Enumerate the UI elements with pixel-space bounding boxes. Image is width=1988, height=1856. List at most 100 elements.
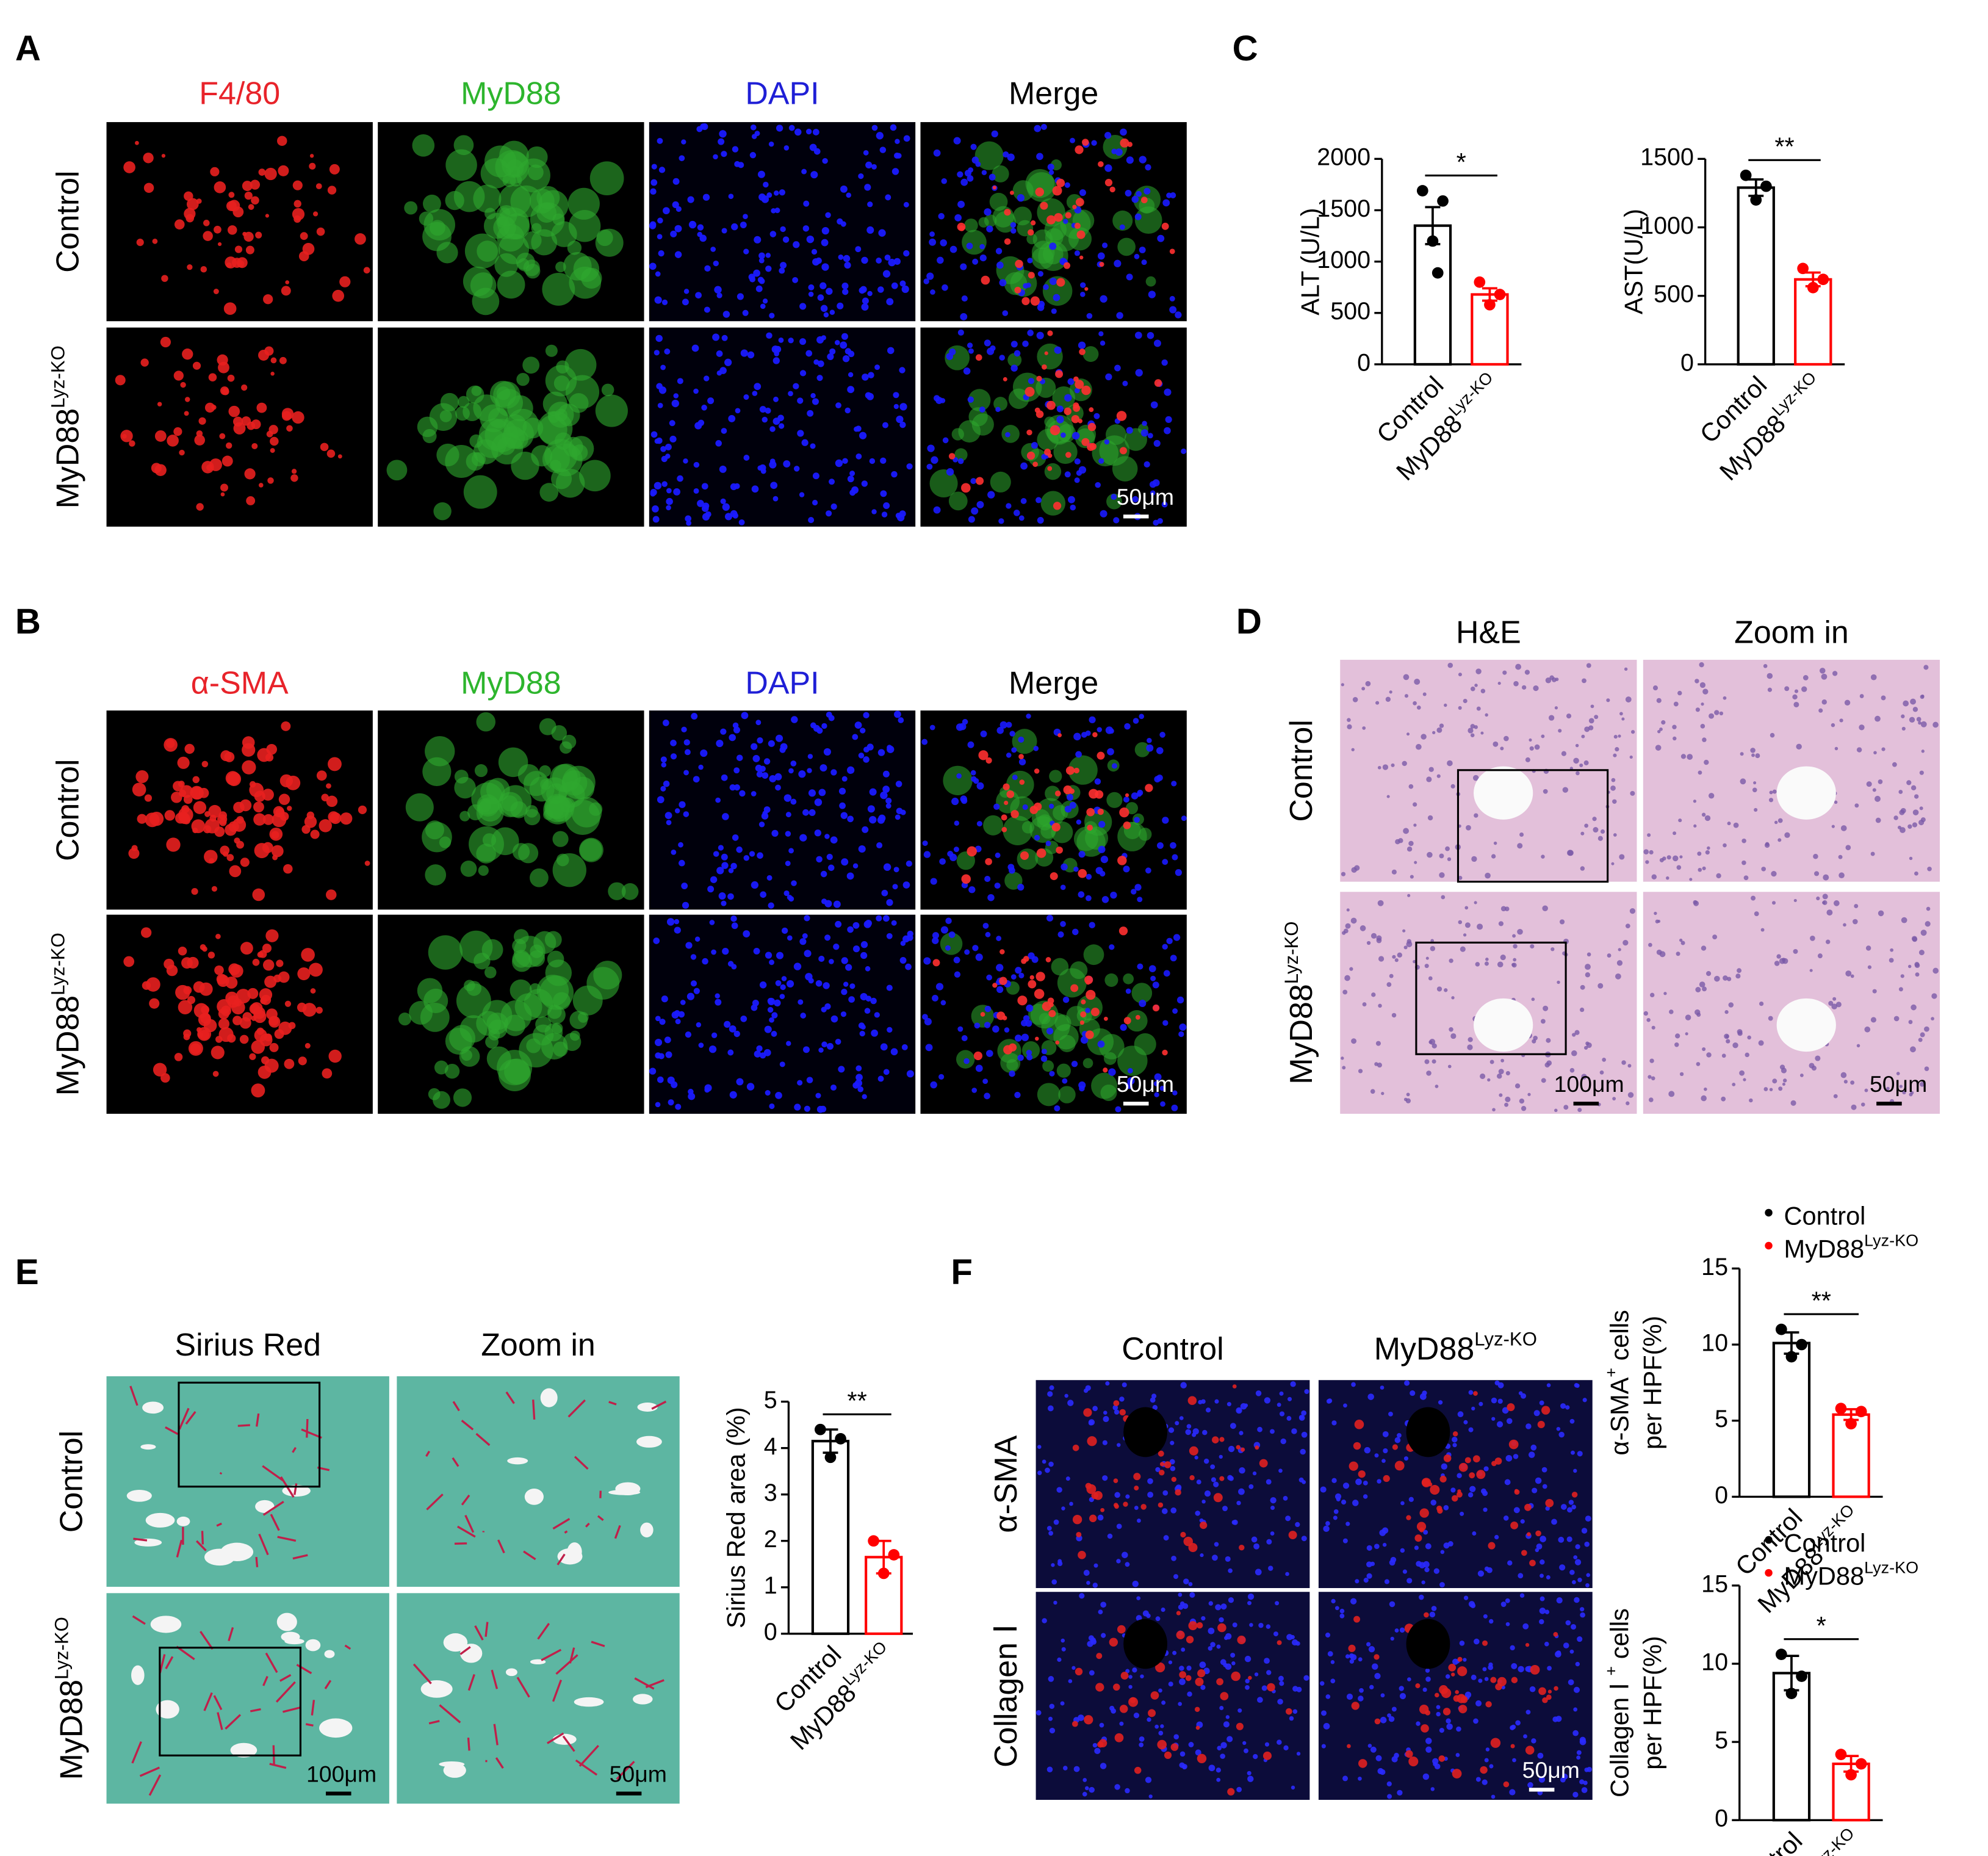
texture-dot	[1672, 855, 1679, 862]
texture-fiber	[176, 1539, 183, 1558]
texture-blob	[1458, 1462, 1468, 1472]
texture-blob	[220, 492, 225, 497]
texture-dot	[1427, 851, 1433, 858]
texture-blob	[455, 406, 470, 421]
texture-dot	[1402, 929, 1406, 933]
texture-fiber	[279, 1674, 292, 1682]
texture-dot	[1134, 331, 1142, 339]
texture-dot	[844, 262, 851, 269]
texture-blob	[278, 971, 290, 983]
texture-blob	[974, 141, 1004, 170]
texture-blob	[236, 840, 244, 849]
texture-dot	[1242, 1741, 1247, 1746]
texture-blob	[131, 845, 138, 851]
texture-dot	[747, 351, 755, 359]
texture-dot	[1919, 806, 1923, 811]
texture-dot	[1347, 718, 1351, 722]
texture-blob	[975, 354, 982, 361]
texture-dot	[1014, 1091, 1021, 1099]
texture-blob	[262, 842, 273, 853]
texture-dot	[1655, 919, 1659, 923]
texture-dot	[1386, 982, 1392, 988]
texture-blob	[962, 229, 987, 255]
texture-dot	[766, 332, 773, 339]
texture-dot	[738, 519, 745, 525]
texture-dot	[1071, 432, 1080, 440]
texture-dot	[1153, 439, 1161, 447]
texture-dot	[1148, 1794, 1153, 1799]
texture-dot	[815, 980, 823, 987]
zoom-box	[159, 1647, 301, 1757]
texture-dot	[783, 890, 790, 897]
texture-dot	[1211, 1477, 1217, 1482]
texture-blob	[1195, 1725, 1200, 1730]
texture-blob	[154, 464, 167, 476]
texture-blob	[1154, 379, 1162, 387]
texture-dot	[1394, 1752, 1399, 1758]
texture-dot	[1049, 1727, 1056, 1734]
texture-blob	[209, 458, 222, 471]
texture-dot	[700, 749, 708, 757]
texture-blob	[184, 397, 190, 402]
texture-blob	[1018, 754, 1024, 759]
texture-dot	[1141, 259, 1147, 265]
texture-dot	[1668, 1091, 1675, 1097]
texture-dot	[996, 936, 1002, 941]
texture-blob	[1383, 1475, 1390, 1482]
texture-dot	[1541, 1078, 1546, 1083]
texture-dot	[1580, 1607, 1585, 1612]
texture-blob	[266, 1008, 278, 1020]
texture-blob	[1514, 1489, 1519, 1493]
texture-dot	[1201, 1399, 1206, 1404]
texture-blob	[1419, 1508, 1429, 1518]
texture-dot	[754, 236, 762, 244]
texture-dot	[779, 994, 785, 999]
texture-dot	[887, 745, 895, 753]
texture-dot	[1429, 1038, 1436, 1045]
column-title-main: F4/80	[199, 76, 280, 111]
texture-dot	[1103, 1416, 1109, 1423]
texture-dot	[798, 999, 804, 1005]
texture-dot	[1003, 151, 1009, 158]
texture-dot	[808, 978, 814, 984]
y-axis-label-part: per HPF(%)	[1638, 1636, 1667, 1769]
texture-blob	[1236, 1722, 1244, 1730]
texture-dot	[658, 167, 666, 173]
texture-dot	[1510, 1645, 1515, 1651]
texture-dot	[1723, 696, 1727, 700]
texture-dot	[1680, 941, 1685, 945]
texture-blob	[1047, 997, 1054, 1005]
texture-dot	[1475, 962, 1480, 967]
texture-dot	[686, 992, 695, 1000]
texture-dot	[1544, 1641, 1549, 1647]
texture-dot	[1085, 1008, 1090, 1013]
significance: **	[1774, 132, 1794, 161]
texture-dot	[1092, 1583, 1098, 1588]
texture-dot	[1295, 1522, 1300, 1528]
texture-dot	[900, 941, 906, 946]
texture-dot	[802, 1046, 810, 1053]
texture-dot	[1666, 855, 1671, 860]
texture-blob	[1232, 1384, 1237, 1388]
texture-dot	[1562, 787, 1569, 793]
texture-dot	[1010, 222, 1017, 228]
texture-dot	[1162, 1490, 1169, 1496]
texture-dot	[1925, 921, 1931, 927]
texture-blob	[340, 812, 353, 825]
texture-fiber	[523, 1550, 536, 1561]
texture-blob	[234, 245, 243, 253]
texture-dot	[767, 1006, 774, 1013]
texture-dot	[984, 339, 991, 347]
texture-dot	[1793, 898, 1797, 902]
texture-dot	[736, 754, 743, 761]
texture-dot	[961, 797, 968, 804]
texture-blob	[1055, 370, 1064, 378]
texture-blob	[1017, 995, 1028, 1006]
texture-dot	[666, 918, 675, 926]
texture-dot	[1695, 707, 1700, 712]
texture-dot	[1266, 1670, 1272, 1675]
texture-blob	[231, 258, 242, 268]
texture-blob	[1056, 178, 1065, 187]
texture-blob	[557, 403, 580, 427]
texture-blob	[129, 440, 135, 447]
